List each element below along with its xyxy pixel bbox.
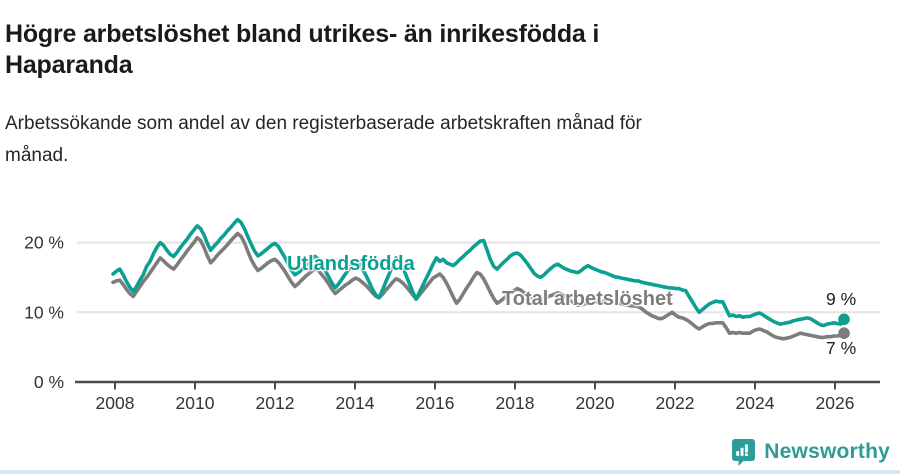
x-tick-label-2018: 2018	[496, 393, 535, 413]
end-dot-Total arbetslöshet	[838, 327, 850, 340]
end-value-label-utlandsfodda: 9 %	[826, 289, 857, 309]
page-title: Högre arbetslöshet bland utrikes- än inr…	[5, 19, 885, 81]
page-title-line1: Högre arbetslöshet bland utrikes- än inr…	[5, 19, 600, 48]
page-subtitle: Arbetssökande som andel av den registerb…	[5, 108, 885, 172]
series-line-Total arbetslöshet	[111, 231, 846, 341]
x-tick-label-2016: 2016	[416, 393, 455, 413]
x-tick-label-2008: 2008	[96, 393, 135, 413]
x-tick-label-2024: 2024	[736, 393, 775, 413]
x-tick-label-2014: 2014	[336, 393, 375, 413]
series-label-utlandsfodda: Utlandsfödda	[287, 253, 415, 275]
page-subtitle-line1: Arbetssökande som andel av den registerb…	[5, 113, 642, 134]
newsworthy-wordmark: Newsworthy	[764, 440, 890, 463]
y-tick-label-10: 10 %	[24, 302, 64, 322]
bottom-accent-bar	[0, 470, 900, 474]
newsworthy-logo[interactable]: Newsworthy	[731, 438, 890, 466]
x-tick-label-2012: 2012	[256, 393, 295, 413]
page-subtitle-line2: månad.	[5, 145, 69, 166]
series-label-total-arbetsloshet: Total arbetslöshet	[502, 288, 673, 310]
y-tick-label-0: 0 %	[34, 372, 64, 392]
x-tick-label-2026: 2026	[816, 393, 855, 413]
end-dot-Utlandsfödda	[838, 313, 850, 326]
series-line-Utlandsfödda	[111, 217, 846, 328]
y-tick-label-20: 20 %	[24, 233, 64, 253]
end-value-label-total: 7 %	[826, 338, 857, 358]
newsworthy-bubble-chart-icon	[732, 439, 756, 466]
x-tick-label-2022: 2022	[656, 393, 695, 413]
page-title-line2: Haparanda	[5, 50, 133, 79]
x-tick-label-2020: 2020	[576, 393, 615, 413]
x-tick-label-2010: 2010	[176, 393, 215, 413]
